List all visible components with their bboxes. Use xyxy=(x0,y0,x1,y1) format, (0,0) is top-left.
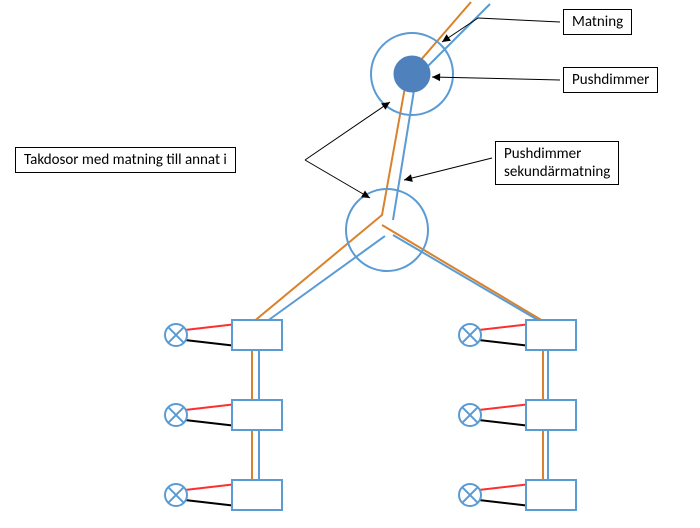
label-sekundarmatning: Pushdimmer sekundärmatning xyxy=(495,141,619,185)
label-pushdimmer: Pushdimmer xyxy=(563,67,658,93)
label-matning: Matning xyxy=(563,9,632,35)
label-takdosor: Takdosor med matning till annat i xyxy=(15,147,236,173)
